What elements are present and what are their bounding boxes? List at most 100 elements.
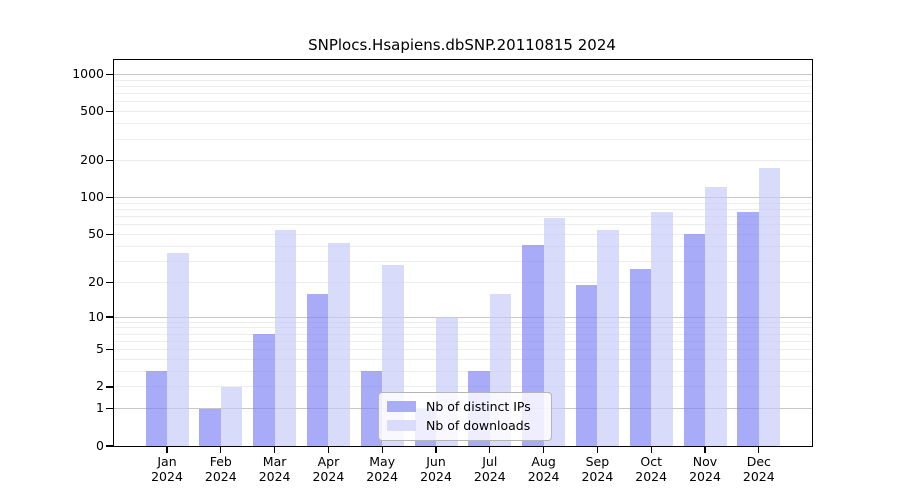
x-tick-mark: [327, 446, 330, 453]
x-tick-month: Feb: [209, 454, 232, 469]
x-tick-mark: [166, 446, 168, 453]
bar-ips-apr: [306, 293, 329, 446]
minor-gridline: [114, 333, 812, 335]
minor-gridline: [114, 138, 812, 140]
bar-downloads-aug: [543, 218, 566, 446]
y-tick-label: 1: [96, 400, 104, 416]
legend-label-distinct-ips: Nb of distinct IPs: [426, 399, 531, 414]
bar-ips-nov: [683, 233, 705, 446]
bar-downloads-feb: [220, 386, 243, 446]
bar-ips-jan: [145, 371, 167, 446]
x-tick-mark: [758, 446, 760, 453]
y-tick-mark: [106, 73, 114, 76]
x-tick-month: Nov: [692, 454, 718, 469]
bar-ips-oct: [629, 268, 652, 446]
x-tick-year: 2024: [742, 469, 775, 484]
bar-downloads-nov: [705, 187, 727, 446]
x-tick-label-mar: Mar 2024: [235, 454, 315, 484]
minor-gridline: [114, 101, 812, 103]
minor-gridline: [114, 386, 812, 388]
minor-gridline: [114, 85, 812, 87]
y-tick-label: 1000: [72, 66, 104, 81]
y-tick-mark: [106, 349, 114, 351]
x-tick-mark: [704, 446, 706, 453]
x-tick-label-nov: Nov 2024: [665, 454, 745, 484]
x-tick-month: Apr: [317, 454, 340, 469]
legend-label-downloads: Nb of downloads: [426, 418, 531, 433]
bar-downloads-apr: [328, 242, 350, 446]
major-gridline: [114, 316, 812, 318]
y-tick-label: 500: [80, 103, 104, 119]
x-tick-year: 2024: [689, 469, 721, 484]
minor-gridline: [114, 281, 812, 283]
bar-downloads-mar: [274, 229, 297, 446]
x-tick-mark: [542, 446, 545, 453]
minor-gridline: [114, 209, 812, 211]
x-tick-month: Sep: [585, 454, 610, 469]
y-tick-label: 0: [96, 437, 104, 453]
y-tick-mark: [106, 233, 114, 236]
x-tick-label-oct: Oct 2024: [611, 454, 691, 484]
y-tick-label: 50: [88, 226, 104, 242]
minor-gridline: [114, 93, 812, 95]
x-tick-mark: [489, 446, 491, 453]
minor-gridline: [114, 358, 812, 360]
minor-gridline: [114, 260, 812, 262]
x-tick-label-aug: Aug 2024: [504, 454, 584, 484]
y-tick-mark: [106, 281, 114, 283]
major-gridline: [114, 74, 812, 75]
legend-item-distinct-ips: Nb of distinct IPs: [379, 397, 551, 416]
minor-gridline: [114, 111, 812, 113]
x-tick-year: 2024: [635, 469, 668, 484]
x-tick-year: 2024: [258, 469, 291, 484]
x-tick-mark: [650, 446, 652, 453]
bar-downloads-sep: [597, 229, 619, 446]
minor-gridline: [114, 349, 812, 351]
y-tick-label: 200: [80, 152, 104, 168]
legend-item-downloads: Nb of downloads: [379, 416, 551, 435]
bar-ips-may: [360, 371, 383, 446]
x-tick-label-jul: Jul 2024: [450, 454, 530, 484]
x-tick-month: Oct: [640, 454, 662, 469]
x-tick-label-may: May 2024: [342, 454, 422, 484]
legend: Nb of distinct IPs Nb of downloads: [378, 392, 552, 441]
minor-gridline: [114, 370, 812, 372]
legend-swatch-distinct-ips: [387, 401, 416, 412]
legend-swatch-downloads: [387, 420, 416, 431]
y-tick-label: 2: [96, 378, 104, 394]
minor-gridline: [114, 245, 812, 247]
x-tick-mark: [596, 446, 599, 453]
x-tick-mark: [273, 446, 276, 453]
y-tick-mark: [106, 197, 114, 199]
x-tick-year: 2024: [151, 469, 183, 484]
y-tick-mark: [106, 316, 114, 318]
y-tick-mark: [106, 386, 114, 388]
plot-area: Dec 2024 Nov 2024 Oct 2024 Sep 2024 Aug 2024 Jul 20…: [72, 59, 813, 484]
x-tick-year: 2024: [204, 469, 237, 484]
x-tick-mark: [220, 446, 222, 453]
minor-gridline: [114, 224, 812, 226]
minor-gridline: [114, 340, 812, 342]
x-tick-month: Aug: [531, 454, 556, 469]
bar-ips-mar: [253, 334, 275, 446]
x-tick-month: Mar: [262, 454, 287, 469]
x-tick-label-sep: Sep 2024: [557, 454, 637, 484]
x-tick-label-feb: Feb 2024: [181, 454, 261, 484]
minor-gridline: [114, 160, 812, 162]
x-tick-label-apr: Apr 2024: [288, 454, 368, 484]
y-tick-mark: [106, 160, 114, 162]
bar-downloads-dec: [758, 167, 781, 446]
minor-gridline: [114, 321, 812, 323]
x-tick-year: 2024: [312, 469, 345, 484]
bar-downloads-jan: [167, 253, 189, 446]
y-tick-mark: [106, 408, 114, 410]
x-tick-year: 2024: [473, 469, 506, 484]
major-gridline: [114, 197, 812, 199]
bar-downloads-oct: [651, 211, 673, 446]
x-tick-month: Jan: [157, 454, 177, 469]
minor-gridline: [114, 234, 812, 236]
y-tick-label: 10: [88, 308, 104, 324]
y-tick-mark: [106, 111, 114, 113]
x-tick-label-jan: Jan 2024: [127, 454, 207, 484]
